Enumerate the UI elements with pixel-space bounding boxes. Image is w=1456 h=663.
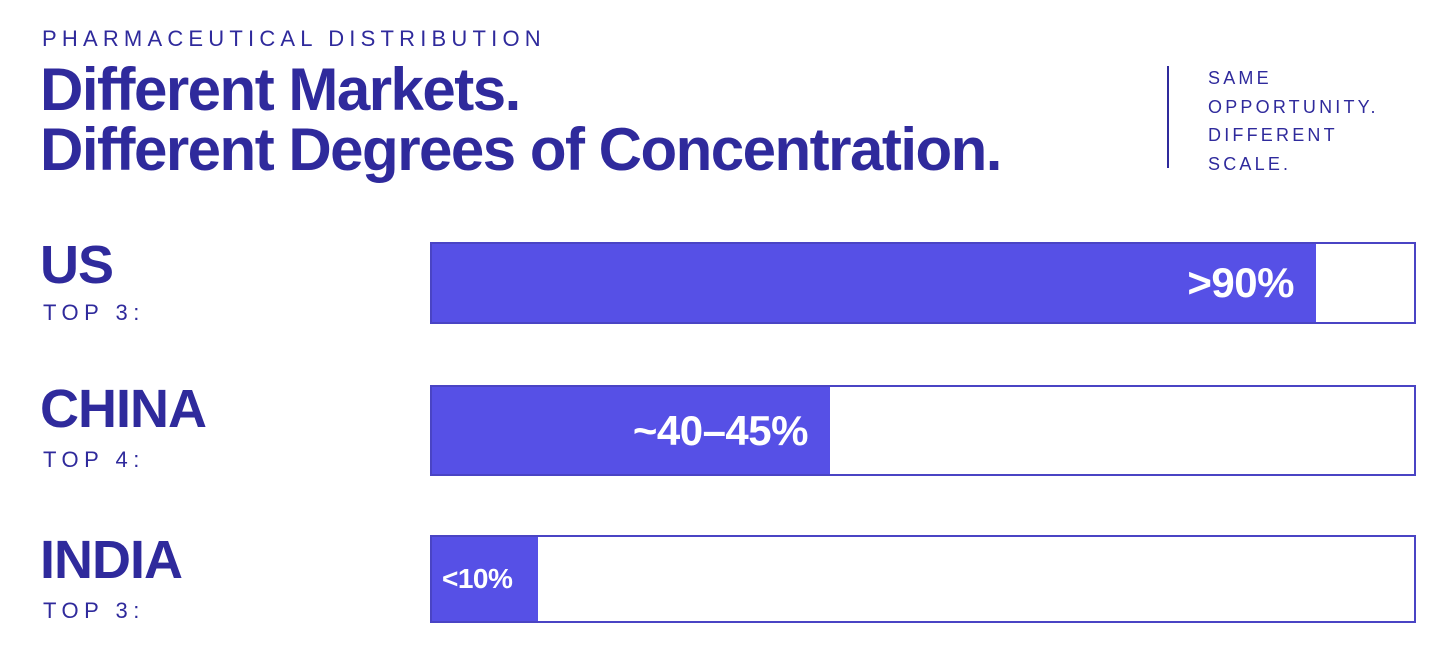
bar-track: <10% <box>430 535 1416 623</box>
side-note: SAME OPPORTUNITY. DIFFERENT SCALE. <box>1208 64 1379 178</box>
side-note-line: DIFFERENT <box>1208 125 1338 145</box>
bar-track: ~40–45% <box>430 385 1416 476</box>
bar <box>432 244 1316 322</box>
bar <box>432 387 830 474</box>
category-label: INDIA <box>40 530 183 590</box>
side-note-line: SCALE. <box>1208 153 1292 174</box>
bar-value-label: <10% <box>442 563 513 594</box>
side-note-line: SAME <box>1208 68 1272 88</box>
bar <box>432 537 538 621</box>
eyebrow-label: PHARMACEUTICAL DISTRIBUTION <box>42 26 546 51</box>
category-sublabel: TOP 3: <box>43 598 145 623</box>
category-sublabel: TOP 3: <box>43 300 145 325</box>
bar-value-label: ~40–45% <box>632 406 809 454</box>
bar-track: >90% <box>430 242 1416 324</box>
category-label: CHINA <box>40 379 207 439</box>
side-divider <box>1167 66 1169 168</box>
headline-line-1: Different Markets. <box>40 56 521 123</box>
category-sublabel: TOP 4: <box>43 447 145 472</box>
headline: Different Markets. Different Degrees of … <box>40 56 1002 183</box>
category-label: US <box>40 235 114 295</box>
side-note-line: OPPORTUNITY. <box>1208 96 1379 117</box>
headline-line-2: Different Degrees of Concentration. <box>40 116 1002 183</box>
bar-value-label: >90% <box>1187 259 1294 306</box>
